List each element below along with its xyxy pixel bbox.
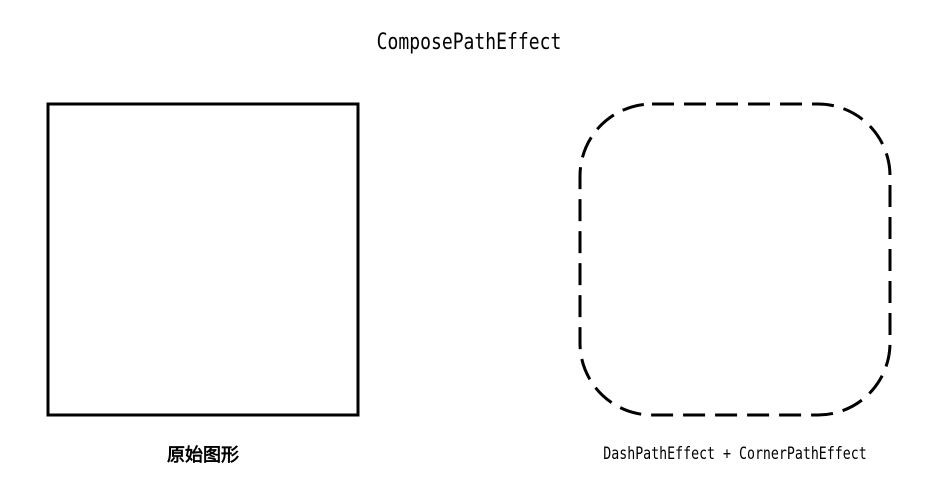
original-shape-caption: 原始图形 <box>167 445 239 466</box>
composed-effect-caption: DashPathEffect + CornerPathEffect <box>603 444 867 464</box>
dashed-rounded-square-shape <box>578 102 892 417</box>
original-square-shape <box>46 102 360 417</box>
diagram-title: ComposePathEffect <box>376 30 562 55</box>
